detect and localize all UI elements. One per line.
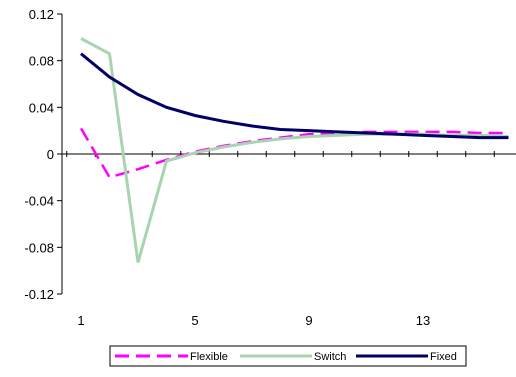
- y-tick-label: 0.04: [29, 100, 54, 115]
- legend-label-fixed: Fixed: [430, 351, 457, 363]
- series-line-flexible: [79, 127, 509, 179]
- legend-label-flexible: Flexible: [190, 351, 228, 363]
- legend-label-switch: Switch: [314, 351, 346, 363]
- y-tick-label: -0.04: [24, 194, 54, 209]
- y-tick-label: 0.12: [29, 7, 54, 22]
- y-axis-ticks: -0.12 -0.08 -0.04 0 0.04 0.08 0.12: [24, 7, 62, 302]
- x-tick-label: 5: [191, 313, 198, 328]
- y-tick-label: 0.08: [29, 54, 54, 69]
- x-tick-label: 9: [305, 313, 312, 328]
- x-tick-label: 13: [416, 313, 430, 328]
- y-tick-label: 0: [47, 147, 54, 162]
- series-lines: [79, 37, 509, 263]
- y-tick-label: -0.08: [24, 240, 54, 255]
- x-tick-label: 1: [77, 313, 84, 328]
- legend: Flexible Switch Fixed: [109, 345, 467, 367]
- series-line-fixed: [80, 52, 509, 140]
- y-tick-label: -0.12: [24, 287, 54, 302]
